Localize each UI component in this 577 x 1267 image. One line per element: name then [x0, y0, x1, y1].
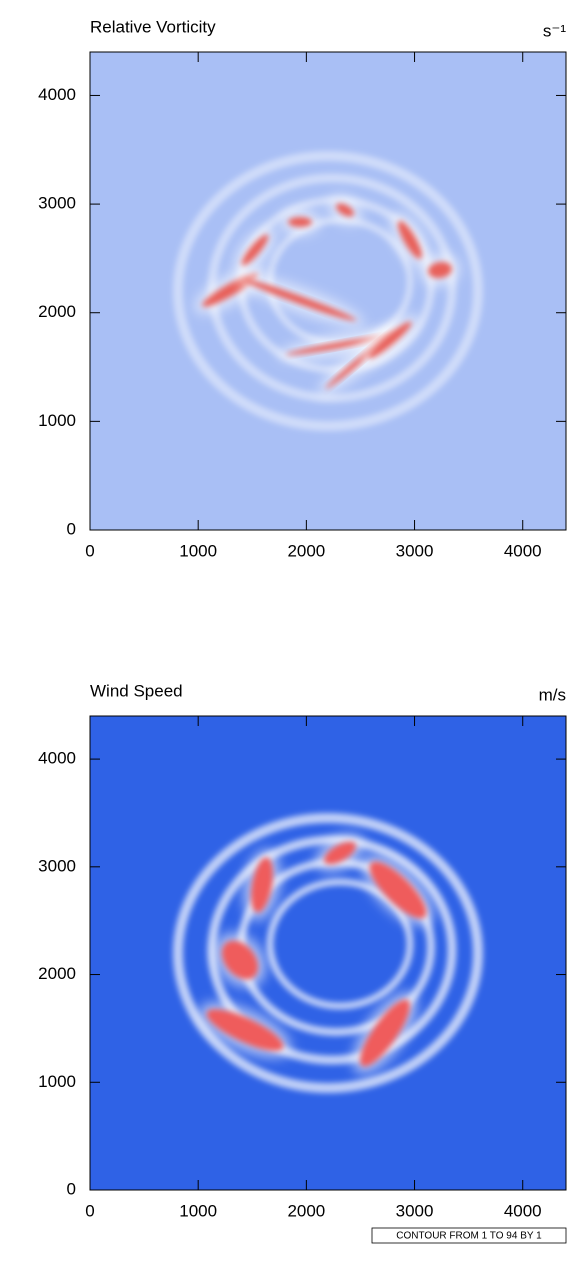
field-background — [90, 52, 566, 530]
swirl — [266, 878, 414, 1010]
y-tick-label: 3000 — [38, 194, 76, 213]
x-tick-label: 3000 — [396, 1201, 434, 1220]
swirl — [173, 151, 483, 431]
units-label: s⁻¹ — [543, 21, 566, 40]
streak — [221, 940, 259, 980]
streak — [335, 203, 355, 217]
swirl — [173, 813, 483, 1093]
x-tick-label: 4000 — [504, 1201, 542, 1220]
y-tick-label: 4000 — [38, 749, 76, 768]
x-tick-label: 1000 — [179, 1201, 217, 1220]
y-tick-label: 2000 — [38, 964, 76, 983]
y-tick-label: 3000 — [38, 856, 76, 875]
plot-frame — [89, 51, 567, 531]
y-tick-label: 0 — [67, 519, 76, 538]
streak — [243, 279, 357, 321]
annotation-box — [371, 1227, 567, 1244]
streak — [428, 261, 452, 279]
streak — [251, 857, 273, 913]
y-tick-label: 1000 — [38, 1072, 76, 1091]
annotation: CONTOUR FROM 1 TO 94 BY 1 — [396, 1231, 542, 1242]
streak — [368, 321, 412, 359]
field-background — [90, 716, 566, 1190]
x-tick-label: 4000 — [504, 541, 542, 560]
y-tick-label: 2000 — [38, 302, 76, 321]
field — [90, 52, 566, 530]
plot-frame — [89, 715, 567, 1191]
y-tick-label: 0 — [67, 1179, 76, 1198]
field — [90, 716, 566, 1190]
streak — [323, 841, 357, 865]
chart-title: Wind Speed — [90, 681, 183, 700]
streak — [360, 999, 410, 1067]
streak — [369, 861, 427, 919]
x-tick-label: 1000 — [179, 541, 217, 560]
x-tick-label: 0 — [85, 1201, 94, 1220]
x-tick-label: 2000 — [287, 1201, 325, 1220]
y-tick-label: 1000 — [38, 411, 76, 430]
x-tick-label: 0 — [85, 541, 94, 560]
streak — [241, 234, 269, 266]
x-tick-label: 2000 — [287, 541, 325, 560]
x-tick-label: 3000 — [396, 541, 434, 560]
streak — [285, 335, 395, 355]
chart-title: Relative Vorticity — [90, 17, 216, 36]
y-tick-label: 4000 — [38, 85, 76, 104]
streak — [288, 217, 312, 227]
units-label: m/s — [539, 685, 566, 704]
streak — [397, 220, 423, 260]
streak — [206, 1009, 284, 1051]
